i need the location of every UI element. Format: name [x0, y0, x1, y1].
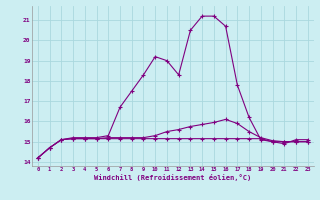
X-axis label: Windchill (Refroidissement éolien,°C): Windchill (Refroidissement éolien,°C)	[94, 174, 252, 181]
